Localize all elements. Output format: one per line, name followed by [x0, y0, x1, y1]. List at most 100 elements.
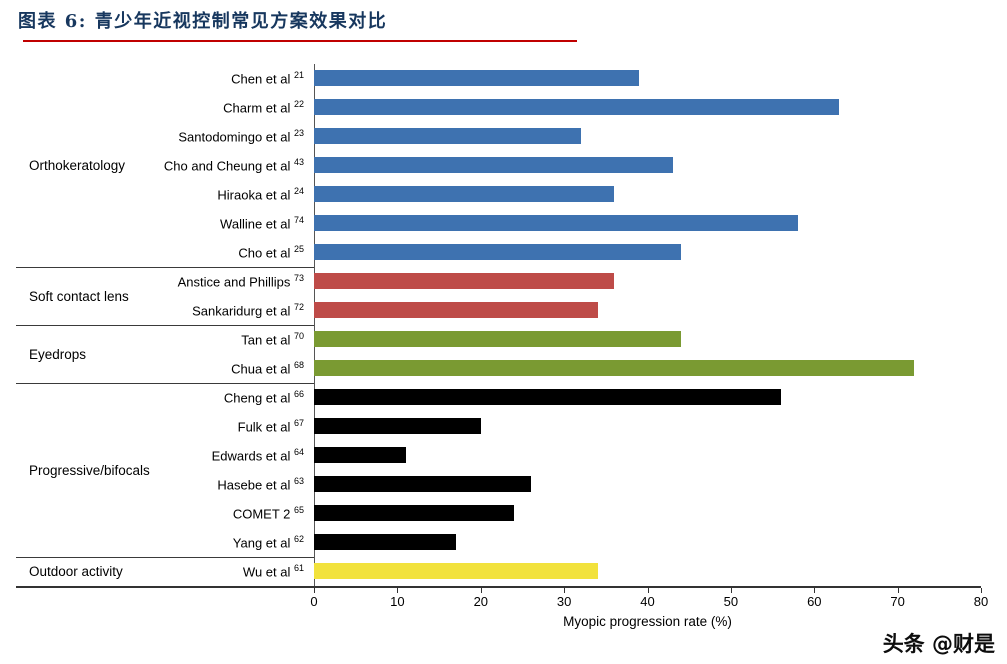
- group-soft-contact-lens: Soft contact lens Anstice and Phillips 73…: [16, 267, 981, 325]
- chart-row: Santodomingo et al 23: [156, 122, 981, 151]
- chart-row: Chen et al 21: [156, 64, 981, 93]
- bar-edwards-et-al: [314, 447, 406, 463]
- chart-row: Hasebe et al 63: [156, 470, 981, 499]
- bar-hiraoka-et-al: [314, 186, 615, 202]
- study-label: Tan et al 70: [241, 331, 304, 348]
- bar-track: [314, 209, 981, 238]
- chart-row: Chua et al 68: [156, 354, 981, 383]
- chart-row: Cheng et al 66: [156, 383, 981, 412]
- bar-track: [314, 499, 981, 528]
- bar-chen-et-al: [314, 70, 640, 86]
- bar-cheng-et-al: [314, 389, 781, 405]
- group-label: Progressive/bifocals: [29, 462, 150, 478]
- study-label: Edwards et al 64: [211, 447, 304, 464]
- group-separator: [16, 325, 314, 326]
- bar-track: [314, 470, 981, 499]
- bar-track: [314, 325, 981, 354]
- group-separator: [16, 267, 314, 268]
- study-label: Fulk et al 67: [237, 418, 304, 435]
- group-eyedrops: Eyedrops Tan et al 70 Chua et al 68: [16, 325, 981, 383]
- bar-yang-et-al: [314, 534, 456, 550]
- chart-row: Wu et al 61: [156, 557, 981, 586]
- bar-track: [314, 296, 981, 325]
- group-orthokeratology: Orthokeratology Chen et al 21 Charm et al …: [16, 64, 981, 267]
- bar-track: [314, 354, 981, 383]
- y-axis-line: [314, 64, 315, 586]
- chart-row: Fulk et al 67: [156, 412, 981, 441]
- bar-tan-et-al: [314, 331, 681, 347]
- bar-track: [314, 238, 981, 267]
- chart-row: Tan et al 70: [156, 325, 981, 354]
- bar-santodomingo-et-al: [314, 128, 581, 144]
- bar-track: [314, 557, 981, 586]
- study-label: Charm et al 22: [223, 99, 304, 116]
- chart-row: Yang et al 62: [156, 528, 981, 557]
- group-rows: Wu et al 61: [156, 557, 981, 586]
- tick-mark: [730, 588, 732, 593]
- group-separator: [16, 557, 314, 558]
- watermark: 头条 @财是: [882, 632, 995, 656]
- study-label: Santodomingo et al 23: [178, 128, 304, 145]
- bar-comet-2: [314, 505, 515, 521]
- group-progressive-bifocals: Progressive/bifocals Cheng et al 66 Fulk e…: [16, 383, 981, 557]
- x-axis-title: Myopic progression rate (%): [563, 614, 732, 629]
- group-rows: Tan et al 70 Chua et al 68: [156, 325, 981, 383]
- bar-walline-et-al: [314, 215, 798, 231]
- title-underline: [23, 40, 577, 42]
- chart-row: Sankaridurg et al 72: [156, 296, 981, 325]
- chart-row: Cho and Cheung et al 43: [156, 151, 981, 180]
- group-outdoor-activity: Outdoor activity Wu et al 61: [16, 557, 981, 586]
- tick-mark: [814, 588, 816, 593]
- study-label: Chen et al 21: [231, 70, 304, 87]
- study-label: Hasebe et al 63: [217, 476, 304, 493]
- bar-track: [314, 180, 981, 209]
- bar-chart: Orthokeratology Chen et al 21 Charm et al …: [16, 64, 988, 629]
- bar-cho-et-al: [314, 244, 681, 260]
- tick-label: 10: [390, 594, 405, 609]
- group-label: Outdoor activity: [29, 564, 123, 579]
- tick-mark: [564, 588, 566, 593]
- group-label: Orthokeratology: [29, 158, 126, 173]
- bar-track: [314, 441, 981, 470]
- tick-mark: [314, 588, 315, 593]
- bar-track: [314, 383, 981, 412]
- chart-row: Charm et al 22: [156, 93, 981, 122]
- bar-track: [314, 93, 981, 122]
- bar-hasebe-et-al: [314, 476, 531, 492]
- chart-row: Anstice and Phillips 73: [156, 267, 981, 296]
- chart-row: COMET 2 65: [156, 499, 981, 528]
- group-separator: [16, 383, 314, 384]
- tick-label: 0: [310, 594, 318, 609]
- study-label: Chua et al 68: [231, 360, 304, 377]
- bar-charm-et-al: [314, 99, 840, 115]
- chart-row: Edwards et al 64: [156, 441, 981, 470]
- study-label: COMET 2 65: [232, 505, 304, 522]
- tick-label: 80: [973, 594, 989, 609]
- chart-row: Walline et al 74: [156, 209, 981, 238]
- bar-track: [314, 528, 981, 557]
- study-label: Hiraoka et al 24: [217, 186, 304, 203]
- x-axis-ticks: 0 10 20 30 40 50 60 70 80: [310, 588, 988, 612]
- study-label: Sankaridurg et al 72: [192, 302, 304, 319]
- bar-track: [314, 267, 981, 296]
- study-label: Cheng et al 66: [223, 389, 304, 406]
- bar-fulk-et-al: [314, 418, 481, 434]
- bar-wu-et-al: [314, 563, 598, 579]
- tick-mark: [647, 588, 649, 593]
- tick-mark: [480, 588, 482, 593]
- group-label: Soft contact lens: [29, 288, 129, 304]
- chart-row: Cho et al 25: [156, 238, 981, 267]
- chart-row: Hiraoka et al 24: [156, 180, 981, 209]
- study-label: Anstice and Phillips 73: [177, 273, 304, 290]
- bar-sankaridurg-et-al: [314, 302, 598, 318]
- group-rows: Anstice and Phillips 73 Sankaridurg et al…: [156, 267, 981, 325]
- tick-mark: [397, 588, 399, 593]
- group-label: Eyedrops: [29, 346, 87, 362]
- group-rows: Chen et al 21 Charm et al 22 Santodomingo …: [156, 64, 981, 267]
- study-label: Wu et al 61: [242, 563, 304, 580]
- study-label: Cho and Cheung et al 43: [163, 157, 304, 174]
- tick-label: 60: [807, 594, 822, 609]
- tick-mark: [981, 588, 982, 593]
- study-label: Walline et al 74: [220, 215, 304, 232]
- tick-label: 40: [640, 594, 655, 609]
